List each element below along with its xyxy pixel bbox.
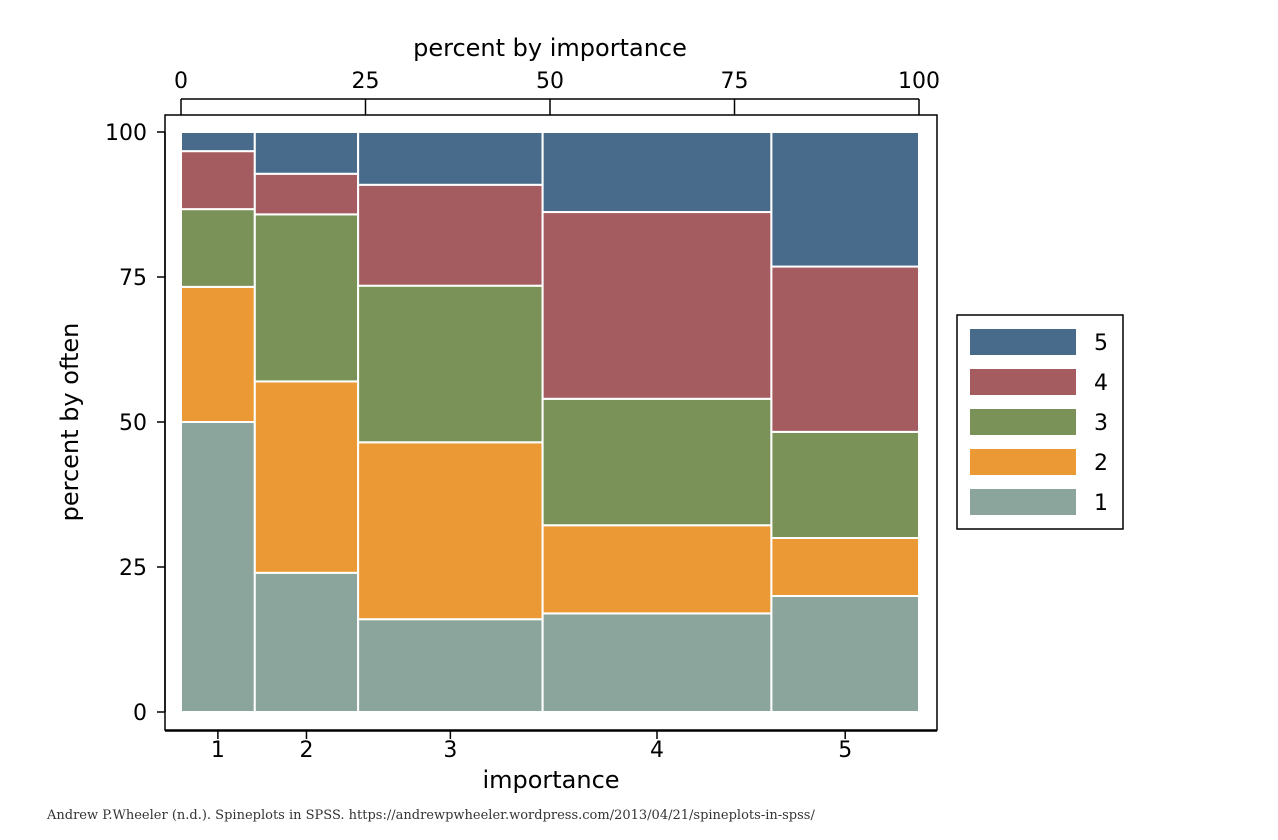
legend-swatch-4 [968,367,1078,397]
legend-label-4: 4 [1094,371,1108,396]
spine-tile-importance-1-often-3 [180,208,256,288]
spine-tile-importance-3-often-1 [357,618,544,714]
spine-tile-importance-1-often-4 [180,150,256,211]
spine-tile-importance-2-often-5 [253,131,360,175]
y-tick-label: 0 [133,701,147,726]
legend-swatch-5 [968,327,1078,357]
legend-swatch-1 [968,487,1078,517]
spine-tile-importance-3-often-5 [357,131,544,186]
y-tick-label: 75 [119,266,147,291]
spine-tile-importance-4-often-3 [541,397,773,527]
spine-tile-importance-2-often-3 [253,213,360,383]
spine-tile-importance-5-often-3 [770,430,921,539]
spine-tile-importance-1-often-1 [180,421,256,713]
y-tick-label: 50 [119,411,147,436]
x-axis-title: importance [482,766,619,794]
x-tick-label: 2 [299,738,313,763]
x-tick-label: 3 [443,738,457,763]
top-tick-label: 75 [721,69,749,94]
spine-tile-importance-4-often-5 [541,131,773,214]
spine-tile-importance-5-often-2 [770,537,921,597]
legend-swatch-3 [968,407,1078,437]
spine-tile-importance-3-often-2 [357,441,544,621]
spine-tile-importance-1-often-5 [180,131,256,153]
y-tick-label: 25 [119,556,147,581]
top-tick-label: 100 [898,69,940,94]
x-tick-label: 1 [211,738,225,763]
spine-tile-importance-4-often-2 [541,524,773,615]
top-tick-label: 0 [174,69,188,94]
legend-label-2: 2 [1094,451,1108,476]
spine-tile-importance-5-often-4 [770,265,921,433]
top-tick-label: 50 [536,69,564,94]
spine-tile-importance-5-often-1 [770,595,921,713]
spine-tile-importance-5-often-5 [770,131,921,268]
legend-label-5: 5 [1094,331,1108,356]
spine-tile-importance-4-often-1 [541,612,773,714]
spine-tile-importance-3-often-4 [357,183,544,287]
y-axis-title: percent by often [56,323,84,522]
spine-tile-importance-1-often-2 [180,285,256,423]
legend-label-3: 3 [1094,411,1108,436]
spine-tile-importance-4-often-4 [541,211,773,400]
citation-text: Andrew P.Wheeler (n.d.). Spineplots in S… [47,808,815,823]
x-tick-label: 5 [838,738,852,763]
top-axis-title: percent by importance [413,34,687,62]
legend-label-1: 1 [1094,491,1108,516]
spine-tile-importance-3-often-3 [357,284,544,444]
spine-tile-importance-2-often-4 [253,172,360,216]
spine-tile-importance-2-often-2 [253,380,360,574]
y-tick-label: 100 [105,121,147,146]
top-tick-label: 25 [352,69,380,94]
x-tick-label: 4 [650,738,664,763]
spine-tile-importance-2-often-1 [253,571,360,713]
legend-swatch-2 [968,447,1078,477]
